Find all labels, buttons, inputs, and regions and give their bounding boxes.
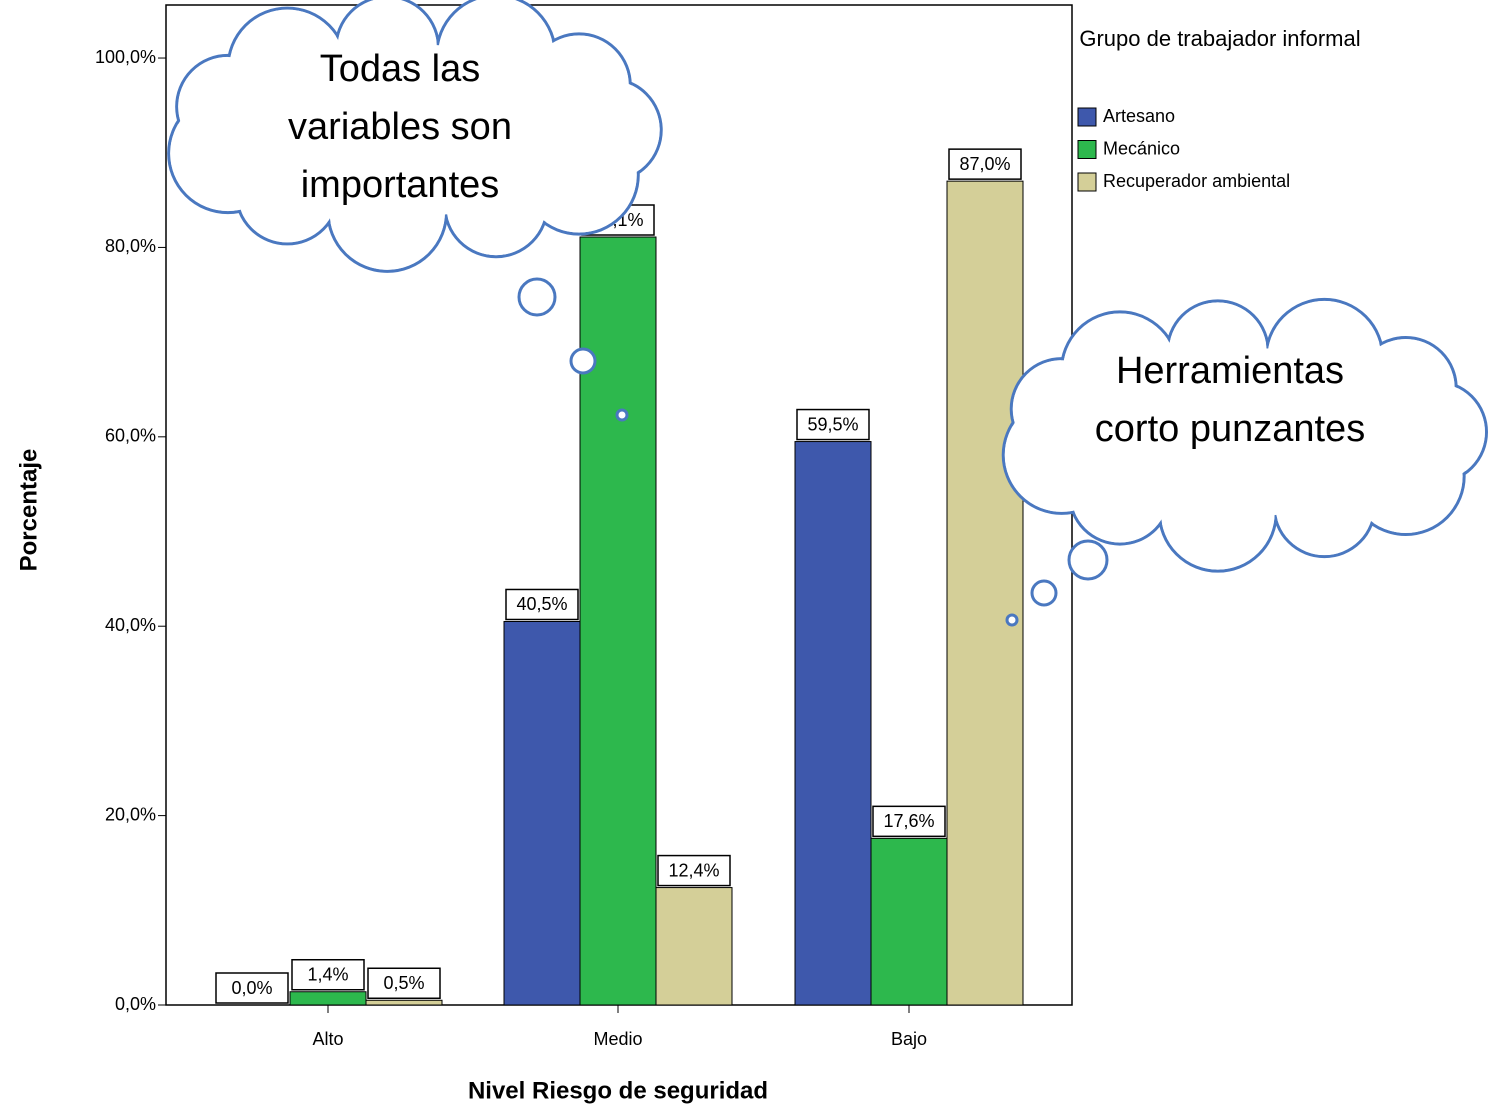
value-label-box: [657, 854, 731, 887]
legend-swatch: [1077, 172, 1097, 192]
value-label-box: [505, 588, 579, 621]
bar: [794, 441, 872, 1006]
cloud-fill: [215, 44, 615, 216]
value-label-box: [215, 972, 289, 1004]
bar: [503, 620, 581, 1006]
cloud: [1001, 297, 1488, 573]
bar: [289, 991, 367, 1006]
value-label: 1,4%: [307, 964, 348, 984]
cloud-fill: [1049, 348, 1441, 516]
thought-bubble: [1005, 613, 1019, 627]
thought-bubble: [1030, 579, 1058, 607]
legend-title: Grupo de trabajador informal: [1079, 26, 1361, 51]
thought-bubble: [569, 347, 597, 375]
y-tick-label: 40,0%: [105, 615, 156, 635]
value-label-box: [872, 805, 946, 838]
bar: [365, 999, 443, 1006]
legend-swatch: [1077, 107, 1097, 127]
legend-label: Recuperador ambiental: [1103, 171, 1290, 191]
y-tick-label: 100,0%: [95, 47, 156, 67]
cloud: [167, 0, 663, 273]
value-label: 40,5%: [516, 594, 567, 614]
legend-label: Mecánico: [1103, 138, 1180, 158]
value-label-box: [796, 408, 870, 441]
thought-bubble: [517, 277, 557, 317]
annotation: Todas las variables son importantes: [288, 48, 512, 206]
bar: [870, 837, 948, 1006]
bar: [946, 180, 1024, 1006]
value-label: 0,5%: [383, 973, 424, 993]
y-tick-label: 20,0%: [105, 804, 156, 824]
legend-label: Artesano: [1103, 106, 1175, 126]
x-tick-label: Bajo: [891, 1029, 927, 1049]
value-label-box: [291, 958, 365, 991]
value-label-box: [948, 148, 1022, 180]
value-label: 12,4%: [668, 860, 719, 880]
value-label: 87,0%: [959, 154, 1010, 174]
x-tick-label: Alto: [312, 1029, 343, 1049]
value-label: 17,6%: [883, 811, 934, 831]
value-label: 59,5%: [807, 414, 858, 434]
x-axis-label: Nivel Riesgo de seguridad: [468, 1077, 768, 1104]
y-tick-label: 80,0%: [105, 236, 156, 256]
x-tick-label: Medio: [593, 1029, 642, 1049]
annotation: Herramientas corto punzantes: [1094, 350, 1366, 450]
thought-bubble: [615, 408, 629, 422]
bar: [655, 887, 733, 1006]
y-tick-label: 60,0%: [105, 426, 156, 446]
y-tick-label: 0,0%: [115, 994, 156, 1014]
legend-swatch: [1077, 140, 1097, 159]
thought-bubble: [1067, 539, 1109, 581]
value-label: 0,0%: [231, 978, 272, 998]
y-axis-label: Porcentaje: [15, 449, 42, 572]
value-label-box: [367, 967, 441, 1000]
